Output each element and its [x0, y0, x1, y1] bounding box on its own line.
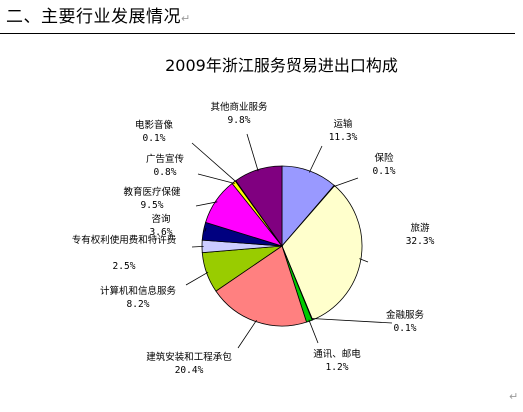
slice-label-value: 0.1%: [143, 133, 166, 144]
leader-lines: [185, 133, 393, 349]
slice-label: 其他商业服务 9.8%: [210, 101, 268, 126]
leader-line: [191, 142, 237, 183]
slice-label: 广告宣传 0.8%: [146, 153, 185, 178]
slice-label-value: 0.1%: [394, 323, 417, 334]
slice-label-value: 8.2%: [127, 299, 150, 310]
slice-label: 咨询 3.6%: [150, 213, 173, 238]
slice-label: 计算机和信息服务 8.2%: [100, 285, 177, 310]
slice-label: 金融服务 0.1%: [386, 309, 425, 334]
leader-line: [195, 201, 218, 207]
slice-label-name: 教育医疗保健: [123, 186, 181, 198]
slice-label: 教育医疗保健 9.5%: [123, 186, 181, 211]
slice-label-value: 32.3%: [406, 236, 435, 247]
leader-line: [333, 177, 359, 188]
slice-label-name: 通讯、邮电: [313, 348, 361, 360]
slice-label: 建筑安装和工程承包 20.4%: [146, 351, 232, 376]
slice-label-value: 3.6%: [150, 227, 173, 238]
chart-title: 2009年浙江服务贸易进出口构成: [165, 56, 398, 75]
slice-label-name: 旅游: [410, 222, 430, 234]
slice-label: 专有权利使用费和特许费 2.5%: [72, 234, 177, 272]
slice-label-name: 专有权利使用费和特许费: [72, 234, 177, 246]
leader-line: [237, 319, 257, 349]
slice-label-value: 9.5%: [141, 200, 164, 211]
slice-label-value: 20.4%: [175, 365, 204, 376]
slice-label-name: 金融服务: [386, 309, 425, 321]
slice-label-name: 建筑安装和工程承包: [146, 351, 232, 363]
leader-line: [359, 258, 369, 263]
pie-slices: [201, 165, 363, 327]
section-heading-text: 二、主要行业发展情况: [6, 7, 181, 27]
slice-label: 保险 0.1%: [373, 152, 396, 177]
leader-line: [204, 227, 207, 232]
slice-label-value: 0.1%: [373, 166, 396, 177]
heading-divider: [0, 33, 515, 34]
slice-label-name: 咨询: [151, 213, 170, 225]
slice-label: 通讯、邮电 1.2%: [313, 348, 361, 373]
slice-label-name: 广告宣传: [146, 153, 185, 165]
slice-label-value: 9.8%: [228, 115, 251, 126]
leader-line: [311, 318, 393, 324]
slice-label: 电影音像 0.1%: [135, 119, 174, 144]
leader-line: [308, 145, 323, 173]
slice-label: 运输 11.3%: [329, 118, 358, 143]
paragraph-mark: ↵: [181, 12, 191, 25]
slice-label: 旅游 32.3%: [406, 222, 435, 247]
leader-line: [197, 173, 235, 184]
leader-line: [308, 319, 319, 344]
paragraph-mark-end: ↵: [509, 390, 519, 403]
slice-label-value: 2.5%: [113, 261, 136, 272]
slice-label-value: 0.8%: [154, 167, 177, 178]
slice-label-name: 计算机和信息服务: [100, 285, 177, 297]
leader-line: [191, 246, 204, 248]
slice-label-value: 1.2%: [326, 362, 349, 373]
slice-label-name: 保险: [374, 152, 394, 164]
slice-label-value: 11.3%: [329, 132, 358, 143]
slice-label-name: 其他商业服务: [210, 101, 268, 113]
slice-labels: 运输 11.3% 保险 0.1% 旅游 32.3% 金融服务 0.1% 通讯、邮电 1.2% 建筑安…: [72, 101, 435, 376]
leader-line: [185, 271, 209, 286]
slice-label-name: 运输: [333, 118, 353, 130]
leader-line: [246, 133, 259, 172]
section-heading: 二、主要行业发展情况↵: [6, 2, 191, 27]
slice-label-name: 电影音像: [135, 119, 174, 131]
